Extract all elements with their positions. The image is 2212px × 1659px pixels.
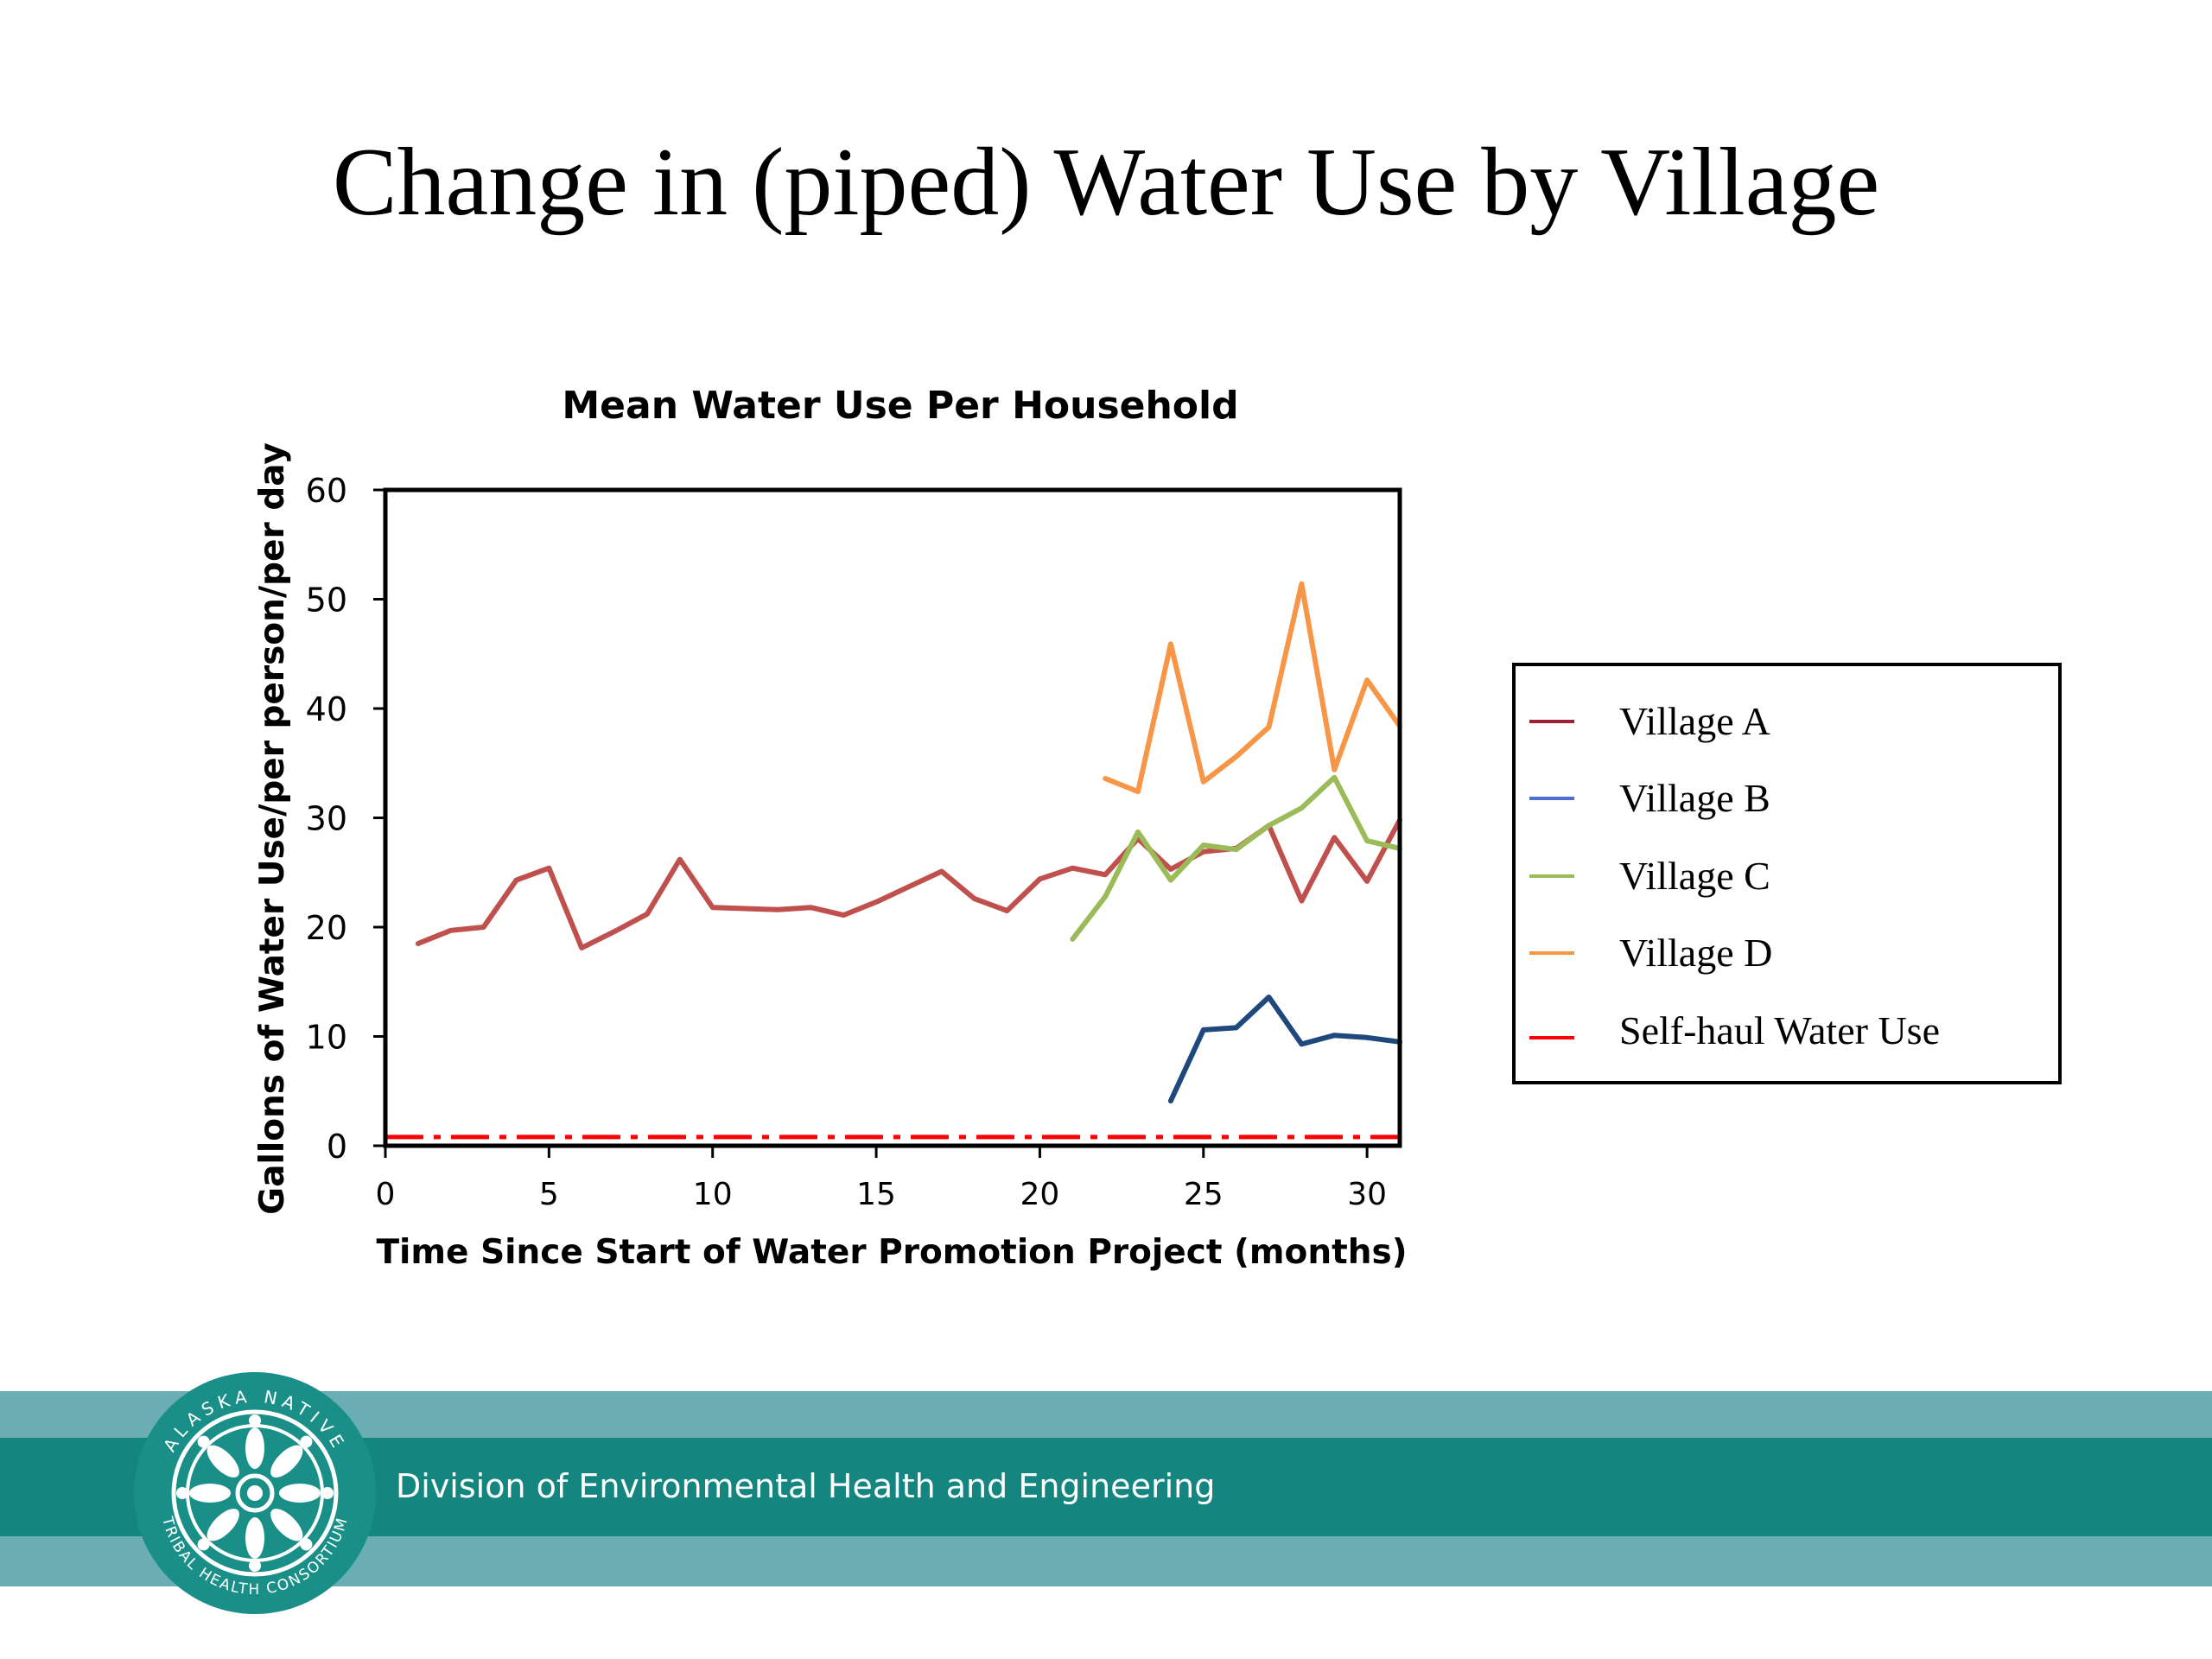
y-tick-label: 50 [306,582,347,620]
series-line-village-b [1167,995,1402,1104]
legend-swatch-village-b [1529,797,1574,800]
legend-item-self-haul: Self-haul Water Use [1516,1005,2051,1057]
legend-label-village-d: Village D [1619,931,1773,975]
x-tick-label: 10 [693,1177,733,1212]
x-tick-label: 0 [376,1177,396,1212]
x-tick-label: 15 [856,1177,896,1212]
chart-legend: Village A Village B Village C Village D … [1512,663,2062,1084]
x-tick-label: 5 [539,1177,559,1212]
y-tick-label: 30 [306,800,347,838]
legend-swatch-village-a [1529,720,1574,723]
consortium-logo: ALASKA NATIVE TRIBAL HEALTH CONSORTIUM [134,1372,376,1614]
y-tick-label: 10 [306,1019,347,1057]
x-tick-label: 30 [1347,1177,1387,1212]
legend-label-village-b: Village B [1619,776,1770,820]
plot-area [385,581,1402,1140]
y-tick-label: 40 [306,690,347,728]
legend-item-village-d: Village D [1516,927,2051,979]
legend-swatch-village-d [1529,951,1574,955]
series-line-village-c [1070,774,1402,942]
legend-swatch-village-c [1529,874,1574,878]
x-tick-label: 25 [1184,1177,1224,1212]
legend-swatch-self-haul [1529,1036,1574,1039]
y-axis-label: Gallons of Water Use/per person/per day [253,442,292,1215]
x-axis-label: Time Since Start of Water Promotion Proj… [376,1233,1407,1272]
legend-item-village-c: Village C [1516,850,2051,902]
legend-item-village-b: Village B [1516,772,2051,824]
y-tick-label: 0 [327,1128,347,1166]
legend-item-village-a: Village A [1516,696,2051,747]
chart-title: Mean Water Use Per Household [562,384,1238,428]
y-tick-label: 60 [306,472,347,510]
x-tick-label: 20 [1020,1177,1060,1212]
y-tick-label: 20 [306,909,347,947]
legend-label-village-a: Village A [1619,699,1770,743]
slide-title: Change in (piped) Water Use by Village [332,129,1880,236]
footer-text: Division of Environmental Health and Eng… [396,1467,1216,1505]
series-line-village-d [1103,581,1402,795]
legend-label-self-haul: Self-haul Water Use [1619,1008,1940,1052]
axes: 0 10 20 30 40 50 60 0 5 10 15 20 25 30 [306,472,1402,1212]
legend-label-village-c: Village C [1619,854,1770,898]
plot-frame [383,487,1402,1148]
